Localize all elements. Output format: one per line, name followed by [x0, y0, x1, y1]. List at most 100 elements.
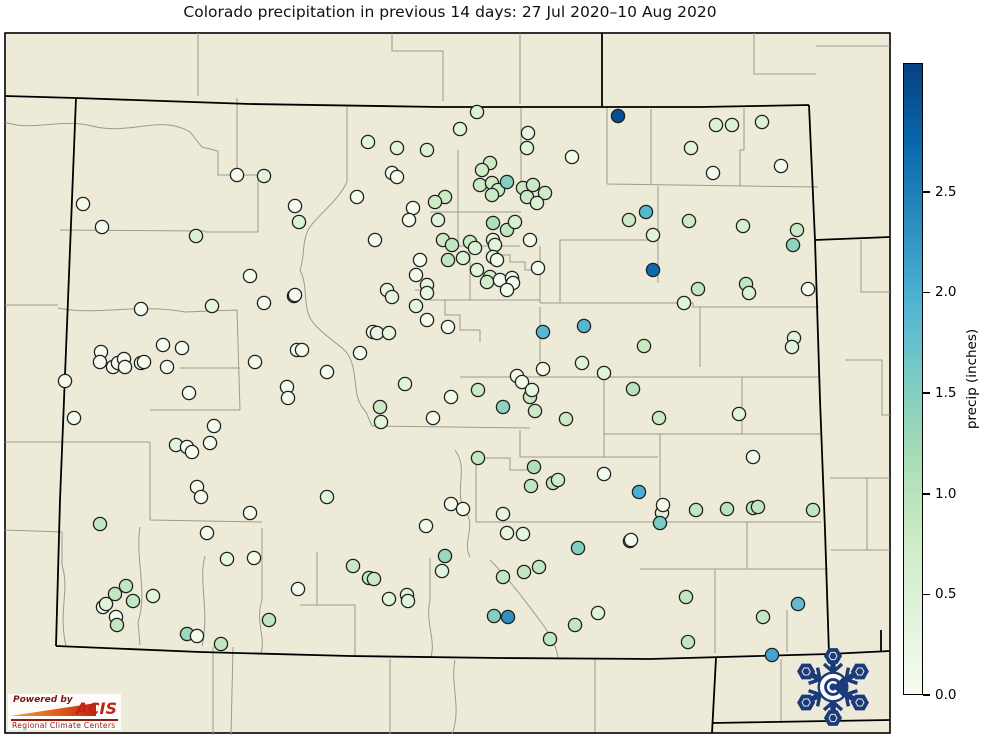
station-point: [638, 204, 654, 220]
station-point: [470, 450, 486, 466]
station-point: [427, 194, 443, 210]
station-point: [155, 337, 171, 353]
station-point: [785, 237, 801, 253]
acis-divider-line: [11, 719, 118, 721]
station-point: [610, 108, 626, 124]
chart-title: Colorado precipitation in previous 14 da…: [183, 3, 717, 21]
station-point: [636, 338, 652, 354]
station-point: [443, 389, 459, 405]
station-point: [452, 121, 468, 137]
station-point: [570, 540, 586, 556]
station-point: [136, 354, 152, 370]
station-point: [184, 444, 200, 460]
colorbar-tick-label: 1.0: [935, 485, 957, 502]
station-point: [623, 532, 639, 548]
station-point: [495, 506, 511, 522]
station-point: [683, 140, 699, 156]
station-point: [522, 232, 538, 248]
station-point: [419, 312, 435, 328]
station-point: [219, 551, 235, 567]
station-point: [590, 605, 606, 621]
station-point: [520, 125, 536, 141]
station-point: [408, 298, 424, 314]
station-point: [745, 449, 761, 465]
station-point: [345, 558, 361, 574]
station-point: [596, 365, 612, 381]
colorbar-tick: [923, 492, 930, 495]
station-point: [800, 281, 816, 297]
station-point: [688, 502, 704, 518]
station-point: [495, 399, 511, 415]
station-point: [526, 459, 542, 475]
station-point: [515, 526, 531, 542]
station-point: [181, 385, 197, 401]
colorbar-tick-label: 0.5: [935, 586, 957, 603]
colorbar-tick-label: 1.5: [935, 385, 957, 402]
station-point: [247, 354, 263, 370]
station-point: [213, 636, 229, 652]
station-point: [256, 168, 272, 184]
colorbar-tick-label: 2.5: [935, 183, 957, 200]
station-point: [397, 376, 413, 392]
station-point: [204, 298, 220, 314]
map-frame: [4, 32, 891, 734]
colorbar-tick: [923, 392, 930, 394]
snowflake-center-inner-c: [827, 681, 838, 693]
station-point: [485, 215, 501, 231]
colorbar-tick: [923, 191, 930, 193]
station-point: [564, 149, 580, 165]
station-point: [525, 177, 541, 193]
acis-powered-by-text: Powered by: [13, 695, 73, 705]
station-point: [790, 596, 806, 612]
station-point: [652, 515, 668, 531]
station-point: [291, 214, 307, 230]
station-point: [290, 581, 306, 597]
station-point: [735, 218, 751, 234]
station-point: [472, 177, 488, 193]
colorbar-tick-label: 0.0: [935, 687, 957, 703]
station-point: [419, 142, 435, 158]
colorbar-tick: [923, 593, 930, 596]
station-point: [731, 406, 747, 422]
station-point: [437, 548, 453, 564]
station-point: [367, 232, 383, 248]
station-point: [188, 228, 204, 244]
colorbar-axis-label: precip (inches): [964, 328, 980, 430]
station-point: [360, 134, 376, 150]
station-point: [372, 399, 388, 415]
station-point: [189, 628, 205, 644]
station-point: [242, 505, 258, 521]
station-point: [349, 189, 365, 205]
station-point: [708, 117, 724, 133]
station-point: [381, 325, 397, 341]
station-point: [145, 588, 161, 604]
station-point: [118, 578, 134, 594]
station-point: [94, 219, 110, 235]
station-point: [412, 252, 428, 268]
station-point: [680, 634, 696, 650]
station-point: [109, 617, 125, 633]
station-point: [319, 489, 335, 505]
station-point: [280, 390, 296, 406]
station-point: [440, 319, 456, 335]
station-point: [470, 382, 486, 398]
colorbar-tick-label: 2.0: [935, 284, 957, 301]
station-point: [507, 214, 523, 230]
station-point: [369, 325, 385, 341]
station-point: [567, 617, 583, 633]
station-point: [705, 165, 721, 181]
station-point: [384, 289, 400, 305]
acis-logo: Powered by ACIS Regional Climate Centers: [8, 694, 121, 730]
station-point: [789, 222, 805, 238]
station-point: [537, 185, 553, 201]
station-point: [389, 140, 405, 156]
colorbar-tick: [923, 694, 930, 696]
station-point: [530, 260, 546, 276]
station-point: [741, 285, 757, 301]
station-point: [469, 104, 485, 120]
state-borders: [4, 33, 891, 734]
station-point: [455, 250, 471, 266]
station-point: [352, 345, 368, 361]
station-point: [469, 262, 485, 278]
station-point: [576, 318, 592, 334]
